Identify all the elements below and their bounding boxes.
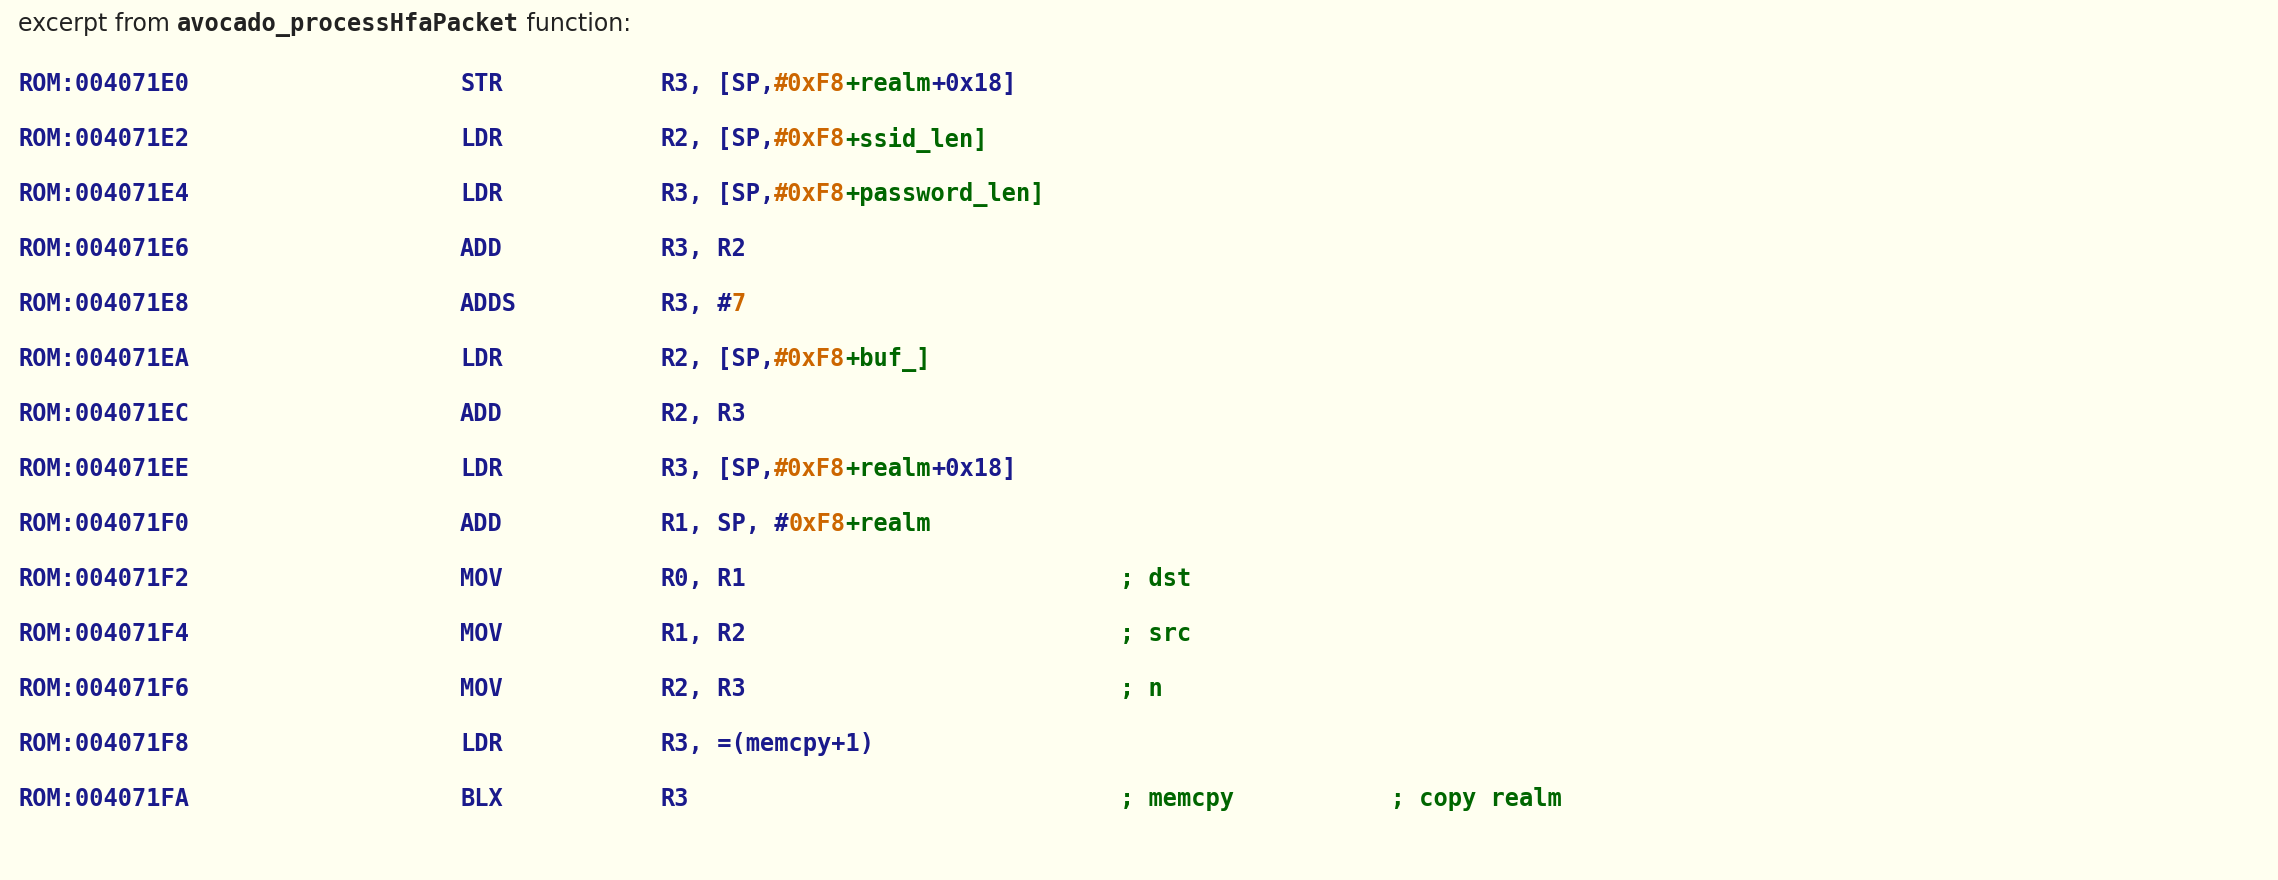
- Text: MOV: MOV: [460, 567, 503, 591]
- Text: 0xF8: 0xF8: [788, 512, 845, 536]
- Text: ROM:004071E4: ROM:004071E4: [18, 182, 189, 206]
- Text: SP,: SP,: [702, 512, 761, 536]
- Text: R1: R1: [702, 567, 745, 591]
- Text: LDR: LDR: [460, 732, 503, 756]
- Text: +realm: +realm: [845, 72, 932, 96]
- Text: #: #: [702, 292, 731, 316]
- Text: ADD: ADD: [460, 402, 503, 426]
- Text: LDR: LDR: [460, 347, 503, 371]
- Text: [SP,: [SP,: [702, 127, 775, 151]
- Text: R2: R2: [702, 237, 745, 261]
- Text: function:: function:: [519, 12, 631, 36]
- Text: ADD: ADD: [460, 512, 503, 536]
- Text: BLX: BLX: [460, 787, 503, 811]
- Text: ROM:004071F8: ROM:004071F8: [18, 732, 189, 756]
- Text: R3,: R3,: [661, 732, 702, 756]
- Text: R3: R3: [661, 787, 688, 811]
- Text: ROM:004071EC: ROM:004071EC: [18, 402, 189, 426]
- Text: 7: 7: [731, 292, 745, 316]
- Text: R3,: R3,: [661, 182, 702, 206]
- Text: #: #: [761, 512, 788, 536]
- Text: ; dst: ; dst: [1121, 567, 1191, 591]
- Text: R3,: R3,: [661, 457, 702, 481]
- Text: R3: R3: [702, 677, 745, 701]
- Text: ADD: ADD: [460, 237, 503, 261]
- Text: excerpt from: excerpt from: [18, 12, 178, 36]
- Text: R1,: R1,: [661, 622, 702, 646]
- Text: #0xF8: #0xF8: [775, 182, 845, 206]
- Text: #0xF8: #0xF8: [775, 347, 845, 371]
- Text: R3,: R3,: [661, 292, 702, 316]
- Text: =(memcpy+1): =(memcpy+1): [702, 732, 875, 756]
- Text: STR: STR: [460, 72, 503, 96]
- Text: ROM:004071FA: ROM:004071FA: [18, 787, 189, 811]
- Text: ROM:004071F6: ROM:004071F6: [18, 677, 189, 701]
- Text: +0x18]: +0x18]: [932, 72, 1016, 96]
- Text: MOV: MOV: [460, 622, 503, 646]
- Text: [SP,: [SP,: [702, 347, 775, 371]
- Text: [SP,: [SP,: [702, 457, 775, 481]
- Text: MOV: MOV: [460, 677, 503, 701]
- Text: ROM:004071E2: ROM:004071E2: [18, 127, 189, 151]
- Text: R2: R2: [702, 622, 745, 646]
- Text: +ssid_len]: +ssid_len]: [845, 127, 989, 153]
- Text: R2,: R2,: [661, 402, 702, 426]
- Text: R1,: R1,: [661, 512, 702, 536]
- Text: R3,: R3,: [661, 72, 702, 96]
- Text: +0x18]: +0x18]: [932, 457, 1016, 481]
- Text: R2,: R2,: [661, 677, 702, 701]
- Text: ROM:004071F4: ROM:004071F4: [18, 622, 189, 646]
- Text: ; n: ; n: [1121, 677, 1162, 701]
- Text: ROM:004071E6: ROM:004071E6: [18, 237, 189, 261]
- Text: avocado_processHfaPacket: avocado_processHfaPacket: [178, 12, 519, 37]
- Text: R3,: R3,: [661, 237, 702, 261]
- Text: #0xF8: #0xF8: [775, 127, 845, 151]
- Text: ROM:004071EA: ROM:004071EA: [18, 347, 189, 371]
- Text: +realm: +realm: [845, 457, 932, 481]
- Text: +realm: +realm: [845, 512, 932, 536]
- Text: LDR: LDR: [460, 127, 503, 151]
- Text: LDR: LDR: [460, 457, 503, 481]
- Text: [SP,: [SP,: [702, 182, 775, 206]
- Text: ADDS: ADDS: [460, 292, 517, 316]
- Text: ROM:004071F2: ROM:004071F2: [18, 567, 189, 591]
- Text: R2,: R2,: [661, 347, 702, 371]
- Text: ; src: ; src: [1121, 622, 1191, 646]
- Text: +buf_]: +buf_]: [845, 347, 932, 372]
- Text: ; memcpy: ; memcpy: [1121, 787, 1235, 811]
- Text: ; copy realm: ; copy realm: [1235, 787, 1563, 811]
- Text: ROM:004071EE: ROM:004071EE: [18, 457, 189, 481]
- Text: R3: R3: [702, 402, 745, 426]
- Text: LDR: LDR: [460, 182, 503, 206]
- Text: ROM:004071E0: ROM:004071E0: [18, 72, 189, 96]
- Text: #0xF8: #0xF8: [775, 72, 845, 96]
- Text: ROM:004071F0: ROM:004071F0: [18, 512, 189, 536]
- Text: R0,: R0,: [661, 567, 702, 591]
- Text: +password_len]: +password_len]: [845, 182, 1046, 207]
- Text: ROM:004071E8: ROM:004071E8: [18, 292, 189, 316]
- Text: [SP,: [SP,: [702, 72, 775, 96]
- Text: #0xF8: #0xF8: [775, 457, 845, 481]
- Text: R2,: R2,: [661, 127, 702, 151]
